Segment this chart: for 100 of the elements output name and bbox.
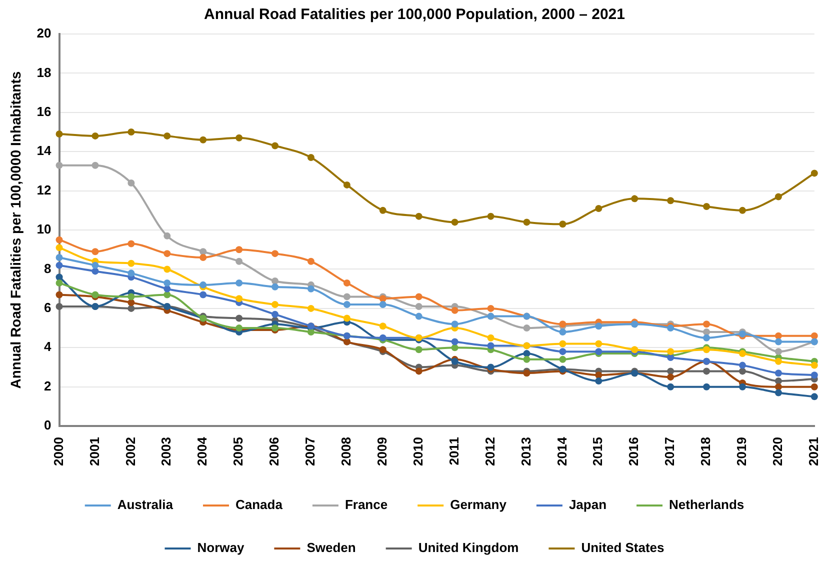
x-tick-label: 2010: [410, 437, 426, 466]
legend-label: France: [344, 497, 388, 512]
point: [487, 342, 494, 350]
point: [559, 348, 566, 356]
legend-label: Japan: [568, 497, 607, 512]
point: [451, 306, 458, 314]
point: [595, 377, 602, 384]
y-tick-label: 6: [44, 300, 52, 316]
y-axis-title: Annual Road Fatalities per 100,0000 Inhabitants: [7, 71, 24, 389]
point: [343, 181, 350, 188]
point: [164, 285, 171, 292]
legend-label: United States: [581, 540, 664, 556]
point: [415, 302, 422, 310]
point: [56, 279, 63, 286]
legend-label: Canada: [235, 497, 284, 512]
point: [667, 348, 674, 356]
point: [703, 328, 710, 336]
point: [92, 248, 99, 256]
point: [272, 250, 279, 258]
point: [379, 206, 386, 214]
point: [236, 314, 243, 322]
point: [703, 203, 710, 210]
x-tick-label: 2002: [122, 437, 138, 466]
point: [128, 179, 135, 186]
point: [164, 291, 171, 298]
point: [667, 383, 674, 390]
point: [343, 301, 350, 308]
point: [595, 340, 602, 348]
point: [703, 320, 710, 328]
point: [200, 136, 207, 144]
point: [559, 340, 566, 348]
point: [379, 301, 386, 308]
point: [595, 372, 602, 379]
point: [774, 358, 782, 365]
point: [56, 291, 63, 298]
x-tick-label: 2020: [770, 437, 786, 466]
x-tick-label: 2018: [698, 437, 714, 466]
point: [200, 254, 207, 261]
point: [667, 368, 674, 375]
x-tick-label: 2008: [338, 437, 354, 466]
point: [738, 383, 746, 390]
point: [667, 374, 674, 381]
point: [56, 162, 63, 169]
legend-label: Sweden: [306, 540, 356, 556]
x-tick-label: 2009: [374, 437, 390, 466]
point: [307, 328, 314, 336]
y-tick-label: 14: [36, 143, 52, 158]
point: [56, 262, 63, 269]
point: [56, 274, 63, 281]
point: [810, 372, 818, 379]
point: [810, 362, 818, 369]
x-tick-label: 2003: [158, 437, 174, 466]
point: [92, 262, 99, 269]
legend-label: Australia: [117, 497, 174, 512]
x-tick-label: 2016: [626, 437, 642, 466]
point: [810, 332, 818, 340]
point: [272, 301, 279, 308]
point: [236, 246, 243, 254]
y-tick-label: 8: [44, 260, 52, 276]
point: [523, 324, 530, 332]
x-tick-label: 2011: [446, 437, 462, 466]
point: [774, 338, 782, 346]
point: [559, 356, 566, 363]
point: [703, 383, 710, 390]
y-tick-label: 2: [44, 378, 52, 394]
x-tick-label: 2004: [194, 436, 210, 466]
y-tick-label: 4: [44, 339, 52, 354]
point: [703, 368, 710, 375]
y-tick-label: 0: [44, 418, 52, 433]
x-tick-label: 2017: [662, 437, 678, 466]
point: [451, 338, 458, 346]
point: [307, 154, 314, 162]
point: [128, 240, 135, 248]
point: [236, 295, 243, 302]
x-tick-label: 2013: [518, 437, 534, 466]
point: [774, 389, 782, 396]
point: [56, 236, 63, 244]
legend-label: United Kingdom: [418, 540, 519, 556]
point: [487, 212, 494, 220]
point: [92, 132, 99, 140]
point: [128, 304, 135, 312]
point: [415, 212, 422, 220]
point: [164, 232, 171, 240]
point: [128, 260, 135, 267]
point: [92, 162, 99, 169]
point: [810, 383, 818, 390]
point: [667, 197, 674, 204]
point: [415, 312, 422, 320]
point: [523, 356, 530, 363]
x-tick-label: 2012: [482, 437, 498, 466]
x-tick-label: 2014: [554, 436, 570, 466]
y-tick-label: 10: [36, 222, 52, 237]
point: [164, 250, 171, 258]
point: [415, 368, 422, 375]
x-tick-label: 2005: [230, 437, 246, 466]
point: [774, 332, 782, 340]
point: [272, 278, 279, 285]
point: [164, 132, 171, 140]
y-tick-label: 12: [36, 182, 52, 198]
point: [236, 258, 243, 265]
